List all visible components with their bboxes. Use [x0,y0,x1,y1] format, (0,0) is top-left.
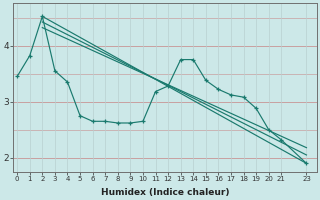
X-axis label: Humidex (Indice chaleur): Humidex (Indice chaleur) [101,188,229,197]
